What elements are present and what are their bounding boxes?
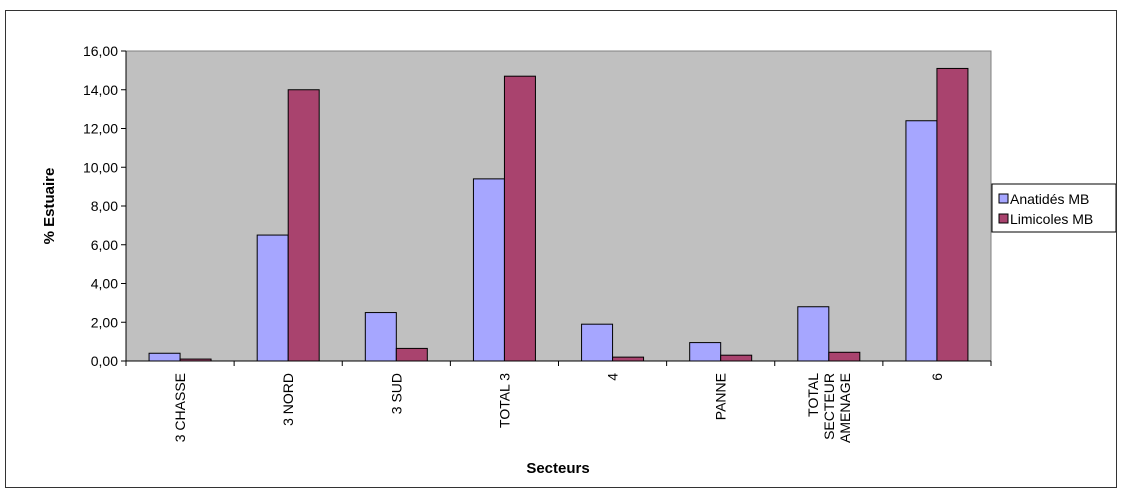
bar-limicoles-7 — [828, 351, 861, 362]
x-tick-labels: 3 CHASSE 3 NORD 3 SUD TOTAL 3 4 PANNE TOTALSEC… — [172, 373, 945, 443]
legend: Anatidés MB Limicoles MB — [991, 183, 1116, 233]
bar-anatides-8 — [905, 120, 938, 362]
x-tick-label: 3 NORD — [280, 373, 296, 426]
bar-anatides-3 — [364, 312, 397, 362]
y-tick-label: 16,00 — [83, 43, 118, 59]
bar-anatides-2 — [256, 234, 289, 362]
legend-label-limicoles: Limicoles MB — [1010, 211, 1093, 227]
x-axis-title: Secteurs — [526, 460, 589, 477]
legend-box — [991, 183, 1116, 233]
y-tick-label: 10,00 — [83, 159, 118, 175]
bar-anatides-6 — [689, 342, 722, 362]
x-tick-label: 6 — [929, 373, 945, 381]
y-tick-label: 6,00 — [91, 237, 118, 253]
bar-limicoles-4 — [503, 75, 536, 362]
chart-frame: 0,00 2,00 4,00 6,00 8,00 10,00 12,00 14,00 16,00… — [5, 10, 1117, 488]
bar-anatides-7 — [797, 306, 830, 362]
x-tick-label: PANNE — [713, 373, 729, 420]
y-tick-label: 12,00 — [83, 121, 118, 137]
bar-anatides-4 — [472, 178, 505, 362]
legend-label-anatides: Anatidés MB — [1010, 191, 1089, 207]
axes-group — [121, 50, 992, 366]
bar-chart: 0,00 2,00 4,00 6,00 8,00 10,00 12,00 14,00 16,00… — [41, 43, 1116, 477]
bar-limicoles-2 — [287, 89, 320, 362]
x-tick-label: 4 — [605, 373, 621, 381]
bar-anatides-1 — [148, 352, 181, 362]
x-tick-label: TOTALSECTEURAMENAGE — [805, 373, 853, 443]
y-tick-label: 14,00 — [83, 82, 118, 98]
x-tick-label: 3 CHASSE — [172, 373, 188, 442]
y-tick-label: 0,00 — [91, 353, 118, 369]
bar-limicoles-8 — [936, 67, 969, 362]
legend-swatch-limicoles — [998, 213, 1009, 224]
bars-group — [148, 67, 969, 362]
bar-limicoles-6 — [720, 354, 753, 362]
y-tick-labels: 0,00 2,00 4,00 6,00 8,00 10,00 12,00 14,00 16,00 — [83, 43, 118, 369]
y-tick-label: 8,00 — [91, 198, 118, 214]
y-tick-label: 4,00 — [91, 276, 118, 292]
legend-swatch-anatides — [998, 193, 1009, 204]
plot-area — [125, 50, 992, 362]
bar-limicoles-5 — [612, 356, 645, 362]
bar-anatides-5 — [581, 323, 614, 362]
y-tick-label: 2,00 — [91, 314, 118, 330]
bar-limicoles-3 — [395, 347, 428, 362]
y-axis-title: % Estuaire — [41, 168, 58, 245]
x-tick-label: 3 SUD — [388, 373, 404, 414]
x-tick-label: TOTAL 3 — [496, 373, 512, 428]
